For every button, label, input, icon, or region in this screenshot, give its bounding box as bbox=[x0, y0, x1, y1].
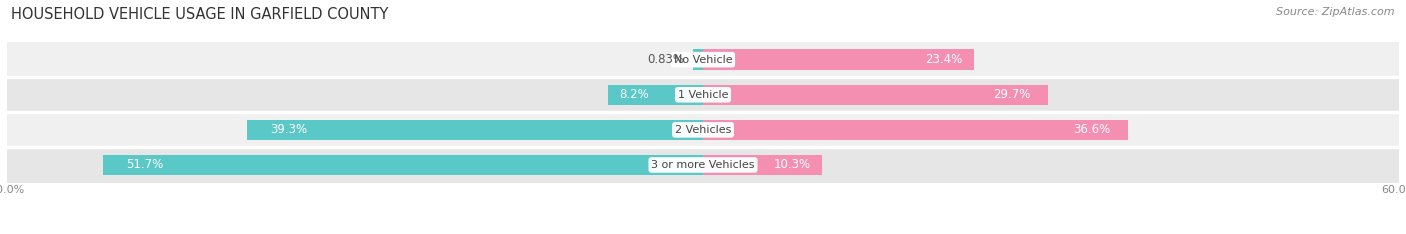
Bar bbox=[103, 155, 703, 175]
Bar bbox=[7, 77, 1399, 112]
Text: 1 Vehicle: 1 Vehicle bbox=[678, 90, 728, 100]
Bar bbox=[703, 155, 823, 175]
Bar bbox=[607, 84, 703, 105]
Text: 8.2%: 8.2% bbox=[620, 88, 650, 101]
Text: 51.7%: 51.7% bbox=[127, 158, 163, 172]
Bar bbox=[693, 49, 703, 70]
Text: 29.7%: 29.7% bbox=[993, 88, 1031, 101]
Text: No Vehicle: No Vehicle bbox=[673, 55, 733, 65]
Bar bbox=[247, 120, 703, 140]
Text: 10.3%: 10.3% bbox=[773, 158, 811, 172]
Bar bbox=[7, 112, 1399, 147]
Text: HOUSEHOLD VEHICLE USAGE IN GARFIELD COUNTY: HOUSEHOLD VEHICLE USAGE IN GARFIELD COUN… bbox=[11, 7, 388, 22]
Bar bbox=[703, 49, 974, 70]
Text: 36.6%: 36.6% bbox=[1073, 123, 1111, 136]
Bar bbox=[703, 84, 1047, 105]
Text: 39.3%: 39.3% bbox=[270, 123, 308, 136]
Bar bbox=[7, 42, 1399, 77]
Bar bbox=[7, 147, 1399, 183]
Legend: Owner-occupied, Renter-occupied: Owner-occupied, Renter-occupied bbox=[581, 231, 825, 234]
Text: 3 or more Vehicles: 3 or more Vehicles bbox=[651, 160, 755, 170]
Text: Source: ZipAtlas.com: Source: ZipAtlas.com bbox=[1277, 7, 1395, 17]
Text: 23.4%: 23.4% bbox=[925, 53, 963, 66]
Text: 2 Vehicles: 2 Vehicles bbox=[675, 125, 731, 135]
Text: 0.83%: 0.83% bbox=[647, 53, 685, 66]
Bar bbox=[703, 120, 1128, 140]
